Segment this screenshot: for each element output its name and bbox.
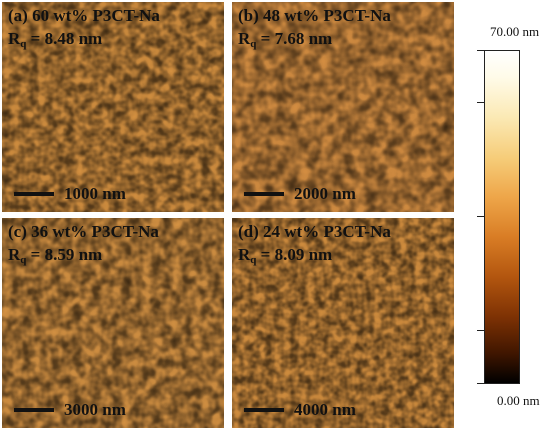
scale-bar-label: 1000 nm <box>64 184 126 203</box>
colorbar-tick <box>477 330 484 331</box>
scale-bar-line <box>14 192 54 196</box>
panel-b-roughness: Rq = 7.68 nm <box>238 29 333 50</box>
panel-a-scale-bar: 1000 nm <box>14 184 126 204</box>
panel-c-scale-bar: 3000 nm <box>14 400 126 420</box>
scale-bar-label: 3000 nm <box>64 400 126 419</box>
colorbar-tick <box>477 216 484 217</box>
colorbar-tick <box>477 383 484 384</box>
panel-b-title: (b) 48 wt% P3CT-Na <box>238 6 391 25</box>
afm-panel-a: (a) 60 wt% P3CT-Na Rq = 8.48 nm 1000 nm <box>2 2 224 212</box>
colorbar-gradient <box>484 50 520 384</box>
afm-panel-b: (b) 48 wt% P3CT-Na Rq = 7.68 nm 2000 nm <box>232 2 454 212</box>
scale-bar-line <box>14 408 54 412</box>
colorbar-tick <box>477 50 484 51</box>
afm-panel-c: (c) 36 wt% P3CT-Na Rq = 8.59 nm 3000 nm <box>2 218 224 428</box>
scale-bar-label: 2000 nm <box>294 184 356 203</box>
scale-bar-line <box>244 408 284 412</box>
panel-a-title: (a) 60 wt% P3CT-Na <box>8 6 160 25</box>
panel-c-title: (c) 36 wt% P3CT-Na <box>8 222 159 241</box>
panel-a-roughness: Rq = 8.48 nm <box>8 29 103 50</box>
afm-image-d <box>232 218 454 428</box>
panel-d-scale-bar: 4000 nm <box>244 400 356 420</box>
afm-image-a <box>2 2 224 212</box>
afm-image-c <box>2 218 224 428</box>
colorbar-max-label: 70.00 nm <box>490 24 540 39</box>
colorbar-tick <box>477 102 484 103</box>
panel-c-roughness: Rq = 8.59 nm <box>8 245 103 266</box>
panel-b-scale-bar: 2000 nm <box>244 184 356 204</box>
height-colorbar <box>477 50 520 384</box>
scale-bar-line <box>244 192 284 196</box>
colorbar-min-label: 0.00 nm <box>497 393 540 408</box>
scale-bar-label: 4000 nm <box>294 400 356 419</box>
panel-d-roughness: Rq = 8.09 nm <box>238 245 333 266</box>
panel-d-title: (d) 24 wt% P3CT-Na <box>238 222 391 241</box>
afm-image-b <box>232 2 454 212</box>
afm-panel-d: (d) 24 wt% P3CT-Na Rq = 8.09 nm 4000 nm <box>232 218 454 428</box>
